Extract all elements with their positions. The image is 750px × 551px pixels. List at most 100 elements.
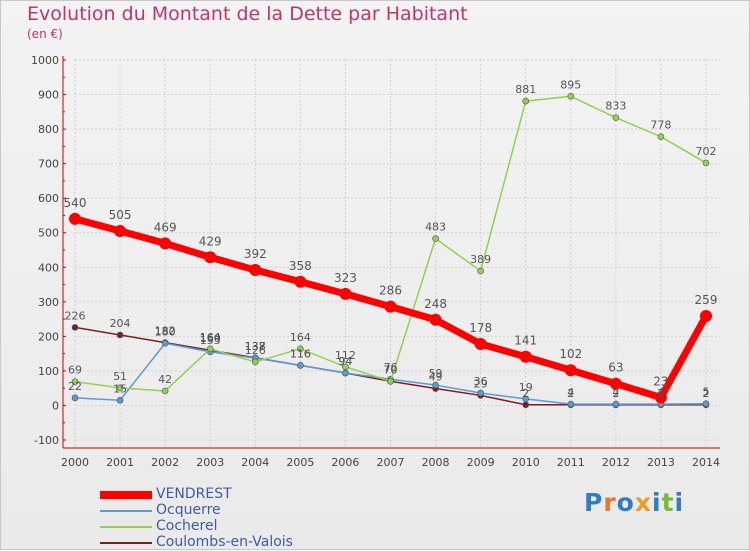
data-point	[432, 381, 439, 389]
data-label: 178	[469, 321, 492, 335]
data-label: 286	[379, 284, 402, 298]
data-label: 4	[657, 386, 664, 399]
data-label: 323	[334, 271, 357, 285]
data-label: 429	[199, 234, 222, 248]
data-label: 116	[290, 347, 311, 360]
data-label: 4	[612, 386, 619, 399]
data-label: 248	[424, 297, 447, 311]
data-point	[116, 331, 124, 339]
data-point	[249, 264, 262, 277]
data-point	[612, 114, 620, 121]
x-tick-label: 2005	[286, 456, 314, 469]
data-point	[71, 324, 79, 331]
legend-swatch-coulombs	[100, 542, 152, 544]
data-label: 164	[200, 331, 221, 344]
data-point	[387, 377, 394, 385]
legend-swatch-cocherel	[100, 526, 152, 528]
x-tick-label: 2014	[692, 456, 720, 469]
data-label: 126	[245, 344, 266, 357]
proxiti-logo: Proxiti	[584, 488, 684, 517]
data-point	[519, 350, 532, 363]
logo-letter: x	[634, 488, 652, 517]
y-tick-label: 300	[38, 296, 59, 309]
y-tick-label: 900	[38, 89, 59, 102]
data-label: 895	[560, 78, 581, 91]
data-label: 2	[567, 387, 574, 400]
data-point	[567, 92, 575, 100]
logo-letter: o	[616, 488, 635, 517]
data-point	[342, 369, 349, 377]
data-point	[116, 396, 124, 404]
x-tick-label: 2011	[557, 456, 585, 469]
data-label: 833	[605, 100, 626, 113]
y-tick-label: 0	[52, 399, 59, 412]
logo-letter: i	[652, 488, 662, 517]
data-label: 2	[703, 387, 710, 400]
data-label: 116	[290, 347, 311, 360]
x-tick-label: 2009	[467, 456, 495, 469]
data-label: 204	[110, 317, 131, 330]
y-tick-label: 500	[38, 227, 59, 240]
data-point	[161, 339, 169, 347]
logo-letter: i	[674, 488, 685, 517]
data-label: 540	[64, 196, 87, 210]
y-tick-label: 800	[38, 123, 59, 136]
data-point	[522, 395, 530, 403]
y-tick-label: 200	[38, 330, 59, 343]
data-point	[564, 364, 577, 377]
data-label: 69	[68, 364, 82, 377]
data-point	[474, 337, 487, 350]
data-label: 160	[200, 332, 221, 345]
logo-letter: P	[584, 488, 604, 517]
data-label: 63	[608, 361, 623, 375]
legend-label-vendrest: VENDREST	[156, 486, 232, 502]
data-label: 4	[567, 386, 574, 399]
x-tick-label: 2003	[196, 456, 224, 469]
y-tick-label: 700	[38, 158, 59, 171]
x-tick-label: 2010	[512, 456, 540, 469]
data-point	[522, 401, 530, 409]
data-label: 138	[245, 340, 266, 353]
data-label: 36	[474, 375, 488, 388]
data-point	[159, 237, 172, 250]
data-label: 226	[65, 309, 86, 322]
data-point	[206, 345, 214, 353]
data-label: 483	[425, 221, 446, 234]
data-label: 164	[290, 331, 311, 344]
x-tick-label: 2012	[602, 456, 630, 469]
data-label: 22	[68, 380, 82, 393]
data-label: 15	[113, 382, 127, 395]
data-label: 70	[384, 363, 398, 376]
data-point	[71, 394, 79, 402]
data-label: 259	[695, 293, 718, 307]
logo-letter: t	[661, 488, 675, 517]
y-tick-label: 400	[38, 261, 59, 274]
y-tick-label: 100	[38, 365, 59, 378]
data-label: 76	[384, 361, 398, 374]
x-tick-label: 2000	[61, 456, 89, 469]
legend-label-ocquerre: Ocquerre	[156, 502, 221, 518]
data-point	[161, 387, 169, 395]
chart-title: Evolution du Montant de la Dette par Hab…	[27, 3, 468, 25]
data-label: 2	[657, 387, 664, 400]
data-point	[116, 384, 124, 392]
data-point	[204, 251, 217, 264]
legend-swatch-vendrest	[100, 491, 152, 499]
data-point	[522, 97, 530, 105]
data-label: 102	[559, 347, 582, 361]
y-tick-label: 1000	[31, 54, 59, 67]
data-point	[654, 391, 667, 404]
data-point	[432, 235, 439, 242]
data-point	[297, 362, 304, 369]
data-label: 51	[113, 370, 127, 383]
data-point	[342, 363, 349, 371]
data-label: 42	[158, 373, 172, 386]
data-label: 389	[470, 253, 491, 266]
data-label: 505	[109, 208, 132, 222]
data-label: 137	[245, 340, 266, 353]
x-tick-label: 2013	[647, 456, 675, 469]
data-point	[567, 400, 575, 408]
legend-swatch-ocquerre	[100, 510, 152, 512]
data-point	[700, 309, 712, 322]
y-tick-label: 600	[38, 192, 59, 205]
